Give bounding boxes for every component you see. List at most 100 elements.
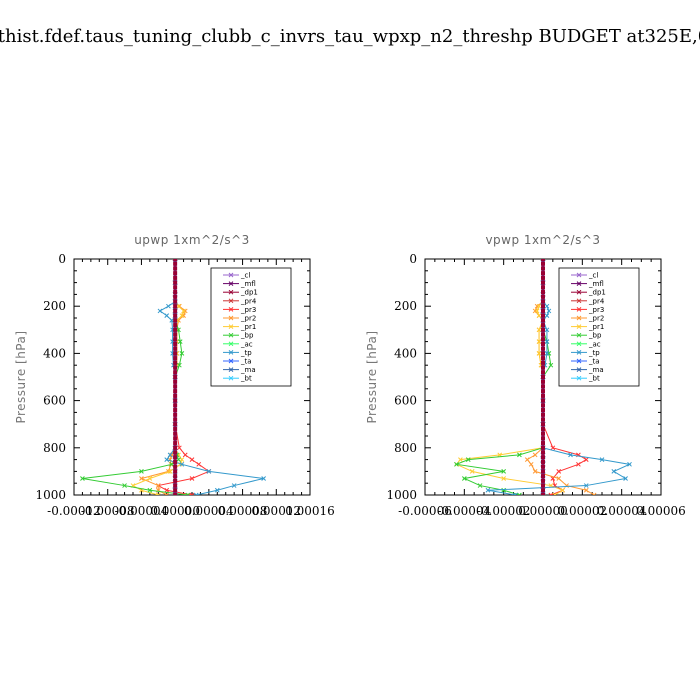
data-point-pr1 <box>458 457 463 462</box>
data-point-dp1 <box>541 327 545 332</box>
data-point-dp1 <box>173 478 178 483</box>
legend-label: _ma <box>588 366 604 374</box>
data-point-tp <box>544 339 550 344</box>
data-point-dp1 <box>541 346 545 351</box>
data-point-bp <box>147 487 153 493</box>
legend-marker <box>576 298 582 304</box>
data-point-dp1 <box>173 365 178 370</box>
data-point-dp1 <box>173 332 178 337</box>
legend-label: _bt <box>588 375 600 383</box>
data-point-tp <box>193 492 199 495</box>
data-point-tp <box>568 452 573 458</box>
legend-marker <box>228 358 234 364</box>
data-point-dp1 <box>541 351 545 356</box>
x-tick-label: 0.00016 <box>285 504 335 518</box>
legend-label: _pr2 <box>588 315 604 323</box>
data-point-dp1 <box>541 299 545 304</box>
data-point-dp1 <box>541 370 545 375</box>
legend: _cl_mfl_dp1_pr4_pr3_pr2_pr1_bp_ac_tp_ta_… <box>558 267 640 387</box>
y-tick-label: 0 <box>409 252 417 266</box>
chart-title: upwp 1xm^2/s^3 <box>134 233 250 247</box>
data-point-bp <box>454 461 459 467</box>
data-point-pr3 <box>189 476 195 481</box>
data-point-tp <box>167 452 173 458</box>
data-point-dp1 <box>173 308 178 313</box>
data-point-dp1 <box>173 389 178 394</box>
data-point-bp <box>139 469 144 474</box>
data-point-dp1 <box>541 393 545 398</box>
legend-marker <box>228 367 234 372</box>
x-tick-label: -0.00004 <box>437 504 491 518</box>
data-point-dp1 <box>173 356 178 361</box>
legend-label: _pr4 <box>240 297 257 305</box>
x-tick-label: -0.00006 <box>398 504 452 518</box>
legend-label: _pr3 <box>588 306 604 314</box>
legend-label: _tp <box>240 349 252 357</box>
data-point-dp1 <box>173 441 178 446</box>
data-point-dp1 <box>173 474 178 479</box>
data-point-tp <box>206 469 212 474</box>
data-point-dp1 <box>173 275 178 280</box>
data-point-dp1 <box>541 275 545 280</box>
data-point-dp1 <box>173 384 178 389</box>
x-tick-label: 0.00000 <box>150 504 200 518</box>
y-axis-label: Pressure [hPa] <box>14 330 28 423</box>
legend-label: _bp <box>240 332 254 340</box>
data-point-pr1 <box>536 303 542 309</box>
y-tick-label: 1000 <box>35 488 66 502</box>
data-point-pr1 <box>155 492 161 495</box>
y-tick-label: 400 <box>43 346 66 360</box>
data-point-dp1 <box>541 436 545 441</box>
data-point-dp1 <box>541 360 545 365</box>
legend-label: _bt <box>240 375 252 383</box>
data-point-pr1 <box>181 308 186 314</box>
legend: _cl_mfl_dp1_pr4_pr3_pr2_pr1_bp_ac_tp_ta_… <box>210 267 292 387</box>
data-point-bp <box>501 487 507 493</box>
data-point-tp <box>157 308 163 314</box>
data-point-tp <box>627 461 632 467</box>
legend-marker <box>576 358 582 364</box>
data-point-bp <box>548 362 554 368</box>
data-point-tp <box>544 313 550 318</box>
y-tick-label: 800 <box>394 441 417 455</box>
data-point-pr2 <box>528 461 534 467</box>
data-point-pr2 <box>155 483 161 488</box>
data-point-dp1 <box>541 375 545 379</box>
data-point-dp1 <box>173 483 178 488</box>
legend-marker <box>228 375 234 381</box>
data-point-pr3 <box>189 492 195 495</box>
data-point-tp <box>544 327 550 333</box>
data-point-dp1 <box>173 426 178 431</box>
data-point-dp1 <box>173 341 178 346</box>
data-point-dp1 <box>541 483 545 488</box>
data-point-tp <box>546 308 552 314</box>
data-point-pr1 <box>536 313 542 318</box>
data-point-dp1 <box>541 271 545 276</box>
data-point-pr1 <box>560 487 566 493</box>
data-point-dp1 <box>173 285 178 290</box>
data-point-dp1 <box>173 327 178 332</box>
data-point-pr1 <box>501 476 507 481</box>
plot-area <box>80 259 266 495</box>
data-point-bp <box>179 351 185 356</box>
data-point-dp1 <box>541 478 545 483</box>
data-point-dp1 <box>173 403 178 408</box>
data-point-bp <box>80 476 85 481</box>
series-line-bp <box>82 259 188 495</box>
legend-label: _tp <box>588 349 600 357</box>
data-point-dp1 <box>541 304 545 309</box>
legend-marker <box>576 375 582 381</box>
data-point-tp <box>261 476 266 481</box>
data-point-dp1 <box>173 261 178 266</box>
x-tick-label: 0.00000 <box>518 504 568 518</box>
data-point-dp1 <box>541 426 545 431</box>
legend-label: _mfl <box>240 280 256 288</box>
data-point-dp1 <box>541 469 545 474</box>
data-point-dp1 <box>173 351 178 356</box>
y-tick-label: 600 <box>43 394 66 408</box>
data-point-bp <box>501 469 507 474</box>
data-point-dp1 <box>541 259 545 261</box>
data-point-dp1 <box>173 375 178 379</box>
legend-label: _dp1 <box>588 289 606 297</box>
